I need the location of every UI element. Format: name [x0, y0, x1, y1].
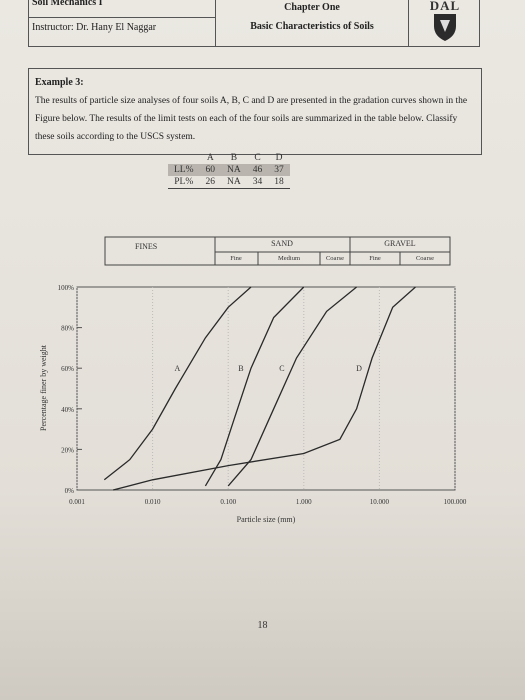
class-label: SAND: [271, 239, 293, 248]
cell: 37: [268, 164, 290, 176]
class-label: Coarse: [416, 255, 434, 262]
table-corner: [168, 152, 200, 164]
logo-shield: [434, 14, 456, 41]
cell: NA: [221, 176, 247, 189]
header-divider: [408, 0, 409, 46]
table-header: D: [275, 153, 283, 163]
table-header: B: [230, 153, 238, 163]
series-label: C: [279, 364, 284, 373]
topic: Basic Characteristics of Soils: [250, 21, 374, 32]
row-label: LL%: [168, 164, 200, 176]
class-bar: [104, 236, 451, 266]
example-box: Example 3: The results of particle size …: [28, 68, 482, 155]
gradation-curve: [112, 286, 416, 491]
class-label: Medium: [278, 255, 300, 262]
cell: 26: [199, 176, 222, 189]
row-label: PL%: [168, 176, 200, 189]
page-number: 18: [257, 620, 268, 631]
class-label: Coarse: [326, 255, 344, 262]
cell: NA: [221, 164, 247, 176]
x-tick-label: 100.000: [444, 498, 467, 506]
header-divider: [28, 17, 215, 18]
x-tick-label: 10.000: [370, 498, 390, 506]
class-label: Fine: [369, 255, 381, 262]
cell: 60: [199, 164, 222, 176]
x-tick-label: 0.100: [220, 498, 236, 506]
example-title: Example 3:: [35, 77, 84, 88]
y-tick-label: 40%: [61, 406, 74, 414]
x-tick-label: 0.010: [145, 498, 161, 506]
gradation-curve: [204, 286, 305, 487]
class-label: Fine: [230, 255, 242, 262]
header-divider: [215, 0, 216, 46]
gradation-curve: [103, 286, 252, 481]
series-label: D: [356, 364, 362, 373]
x-tick-label: 0.001: [69, 498, 85, 506]
class-label: GRAVEL: [384, 239, 416, 248]
y-tick-label: 100%: [58, 284, 75, 292]
limits-table: A B C D LL% 60 NA 46 37 PL% 26 NA 34 18: [168, 152, 290, 189]
series-label: A: [175, 364, 181, 373]
y-tick-label: 60%: [61, 365, 74, 373]
series-label: B: [238, 364, 243, 373]
gradation-chart: FINES SAND GRAVEL Fine Medium Coarse Fin…: [39, 236, 467, 524]
y-tick-label: 20%: [61, 446, 74, 454]
instructor: Instructor: Dr. Hany El Naggar: [32, 22, 157, 33]
table-header: A: [206, 153, 214, 163]
plot-frame: [76, 286, 456, 491]
cell: 46: [246, 164, 269, 176]
y-tick-label: 0%: [65, 487, 75, 495]
cell: 18: [268, 176, 290, 189]
table-header: C: [254, 153, 261, 163]
chapter: Chapter One: [284, 2, 340, 13]
header-box: [28, 0, 480, 47]
y-axis-label: Percentage finer by weight: [39, 344, 48, 431]
y-tick-label: 80%: [61, 325, 74, 333]
x-tick-label: 1.000: [296, 498, 312, 506]
course: Soil Mechanics I: [32, 0, 103, 8]
cell: 34: [246, 176, 269, 189]
example-text: The results of particle size analyses of…: [35, 96, 468, 142]
x-axis-label: Particle size (mm): [237, 515, 296, 524]
logo-text: DAL: [429, 0, 461, 13]
gradation-curve: [227, 286, 358, 487]
class-label: FINES: [135, 242, 157, 251]
